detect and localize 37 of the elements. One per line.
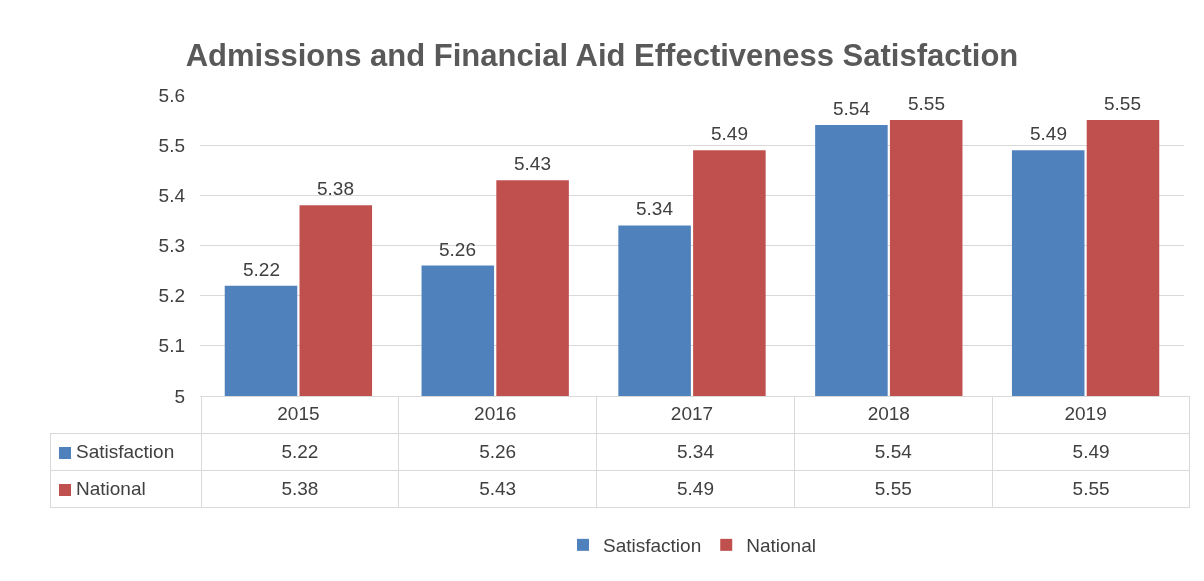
chart-title: Admissions and Financial Aid Effectiveness Satisfaction	[185, 37, 1019, 73]
annotation: 5.43	[514, 153, 551, 174]
x-tick-label: 2019	[1064, 402, 1107, 424]
legend-label: National	[746, 535, 816, 557]
y-tick-label: 5.6	[158, 84, 185, 106]
data-label: 5.43	[398, 470, 597, 508]
annotation: 5.34	[636, 198, 674, 219]
y-tick-label: 5.1	[158, 335, 185, 357]
annotation: 5.38	[317, 178, 354, 199]
annotation: 5.49	[1030, 123, 1067, 144]
data-label: 5.55	[992, 470, 1190, 508]
x-tick-label: 2018	[867, 402, 910, 424]
annotation: 5.22	[243, 259, 280, 280]
annotation: 5.26	[439, 239, 476, 260]
annotation: 5.54	[833, 98, 871, 119]
x-tick-label: 2016	[474, 402, 517, 424]
legend-label: Satisfaction	[603, 535, 702, 557]
y-tick-label: 5.2	[158, 285, 185, 307]
y-tick-label: 5.4	[158, 184, 186, 206]
annotation: 5.55	[1104, 93, 1141, 114]
data-label: 5.55	[794, 470, 993, 508]
annotation: 5.55	[908, 93, 945, 114]
y-tick-label: 5.3	[158, 235, 185, 257]
y-tick-label: 5.5	[158, 134, 185, 156]
x-tick-label: 2015	[277, 402, 320, 424]
data-label: 5.38	[201, 470, 399, 508]
data-label: 5.54	[794, 433, 993, 471]
text: Satisfaction	[76, 441, 175, 462]
data-label: 5.26	[398, 433, 597, 471]
y-tick-label: 5	[174, 385, 185, 407]
x-tick-label: 2017	[670, 402, 714, 424]
data-label: 5.49	[596, 470, 795, 508]
annotation: 5.49	[711, 123, 748, 144]
data-label: 5.34	[596, 433, 795, 471]
data-label: 5.49	[992, 433, 1190, 471]
text: National	[76, 478, 146, 499]
data-label: 5.22	[201, 433, 399, 471]
